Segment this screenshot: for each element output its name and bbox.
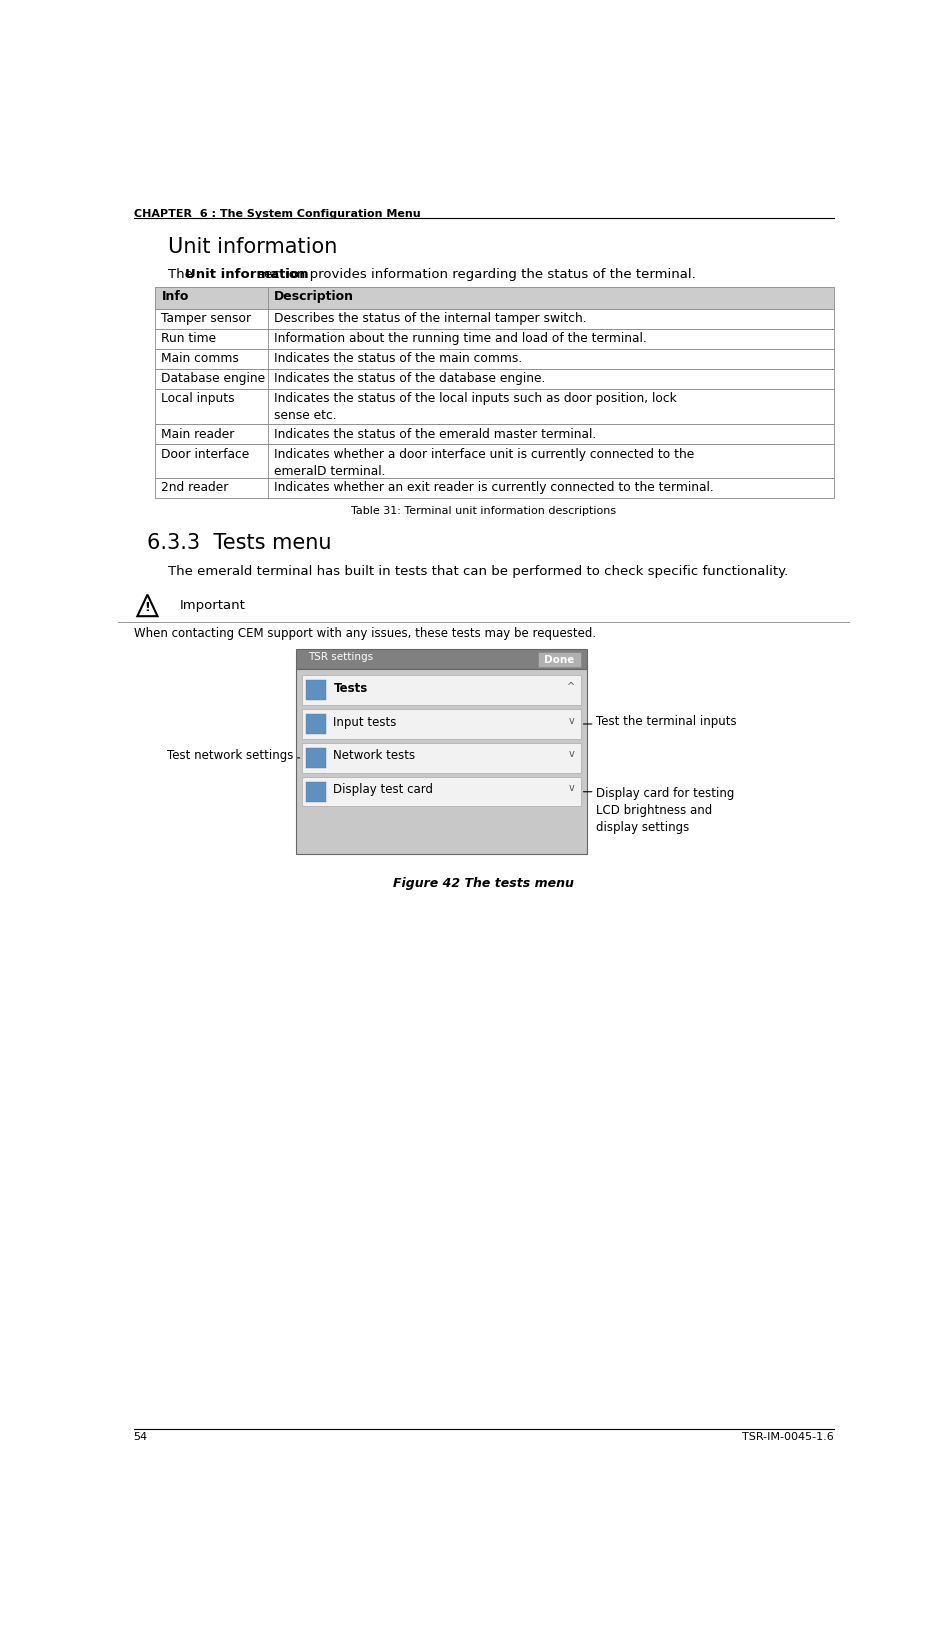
Text: v: v <box>568 783 574 793</box>
Text: Important: Important <box>180 600 245 613</box>
Text: section provides information regarding the status of the terminal.: section provides information regarding t… <box>253 268 696 281</box>
Bar <box>306 748 326 769</box>
Bar <box>155 445 834 478</box>
Bar <box>155 369 834 388</box>
Text: 2nd reader: 2nd reader <box>161 481 228 494</box>
Text: TSR-IM-0045-1.6: TSR-IM-0045-1.6 <box>742 1432 834 1443</box>
Text: v: v <box>568 749 574 759</box>
Text: Test network settings: Test network settings <box>167 749 294 762</box>
Bar <box>302 676 581 705</box>
Text: !: ! <box>144 601 150 614</box>
Text: Local inputs: Local inputs <box>161 392 235 405</box>
Bar <box>155 349 834 369</box>
Text: Done: Done <box>544 655 575 665</box>
Text: Description: Description <box>274 291 354 304</box>
Text: 54: 54 <box>133 1432 147 1443</box>
Bar <box>155 328 834 349</box>
Text: Indicates the status of the emerald master terminal.: Indicates the status of the emerald mast… <box>274 427 596 440</box>
Bar <box>302 710 581 739</box>
Text: Display card for testing
LCD brightness and
display settings: Display card for testing LCD brightness … <box>597 786 734 834</box>
Text: Test the terminal inputs: Test the terminal inputs <box>597 715 737 728</box>
Text: Main reader: Main reader <box>161 427 235 440</box>
Text: Information about the running time and load of the terminal.: Information about the running time and l… <box>274 332 647 344</box>
Bar <box>306 681 326 700</box>
Text: Main comms: Main comms <box>161 353 239 366</box>
Text: Tests: Tests <box>333 681 368 694</box>
Bar <box>296 670 587 855</box>
Bar <box>306 782 326 801</box>
Text: Door interface: Door interface <box>161 447 249 460</box>
Text: Network tests: Network tests <box>333 749 415 762</box>
Text: The emerald terminal has built in tests that can be performed to check specific : The emerald terminal has built in tests … <box>168 566 788 578</box>
Text: Unit information: Unit information <box>185 268 309 281</box>
Text: v: v <box>568 715 574 725</box>
Text: Input tests: Input tests <box>333 715 396 728</box>
Text: Indicates the status of the local inputs such as door position, lock
sense etc.: Indicates the status of the local inputs… <box>274 392 677 422</box>
Bar <box>155 478 834 499</box>
Text: Tamper sensor: Tamper sensor <box>161 312 251 325</box>
Bar <box>302 777 581 806</box>
Text: 6.3.3  Tests menu: 6.3.3 Tests menu <box>147 533 332 552</box>
Text: CHAPTER  6 : The System Configuration Menu: CHAPTER 6 : The System Configuration Men… <box>133 210 420 219</box>
Text: Run time: Run time <box>161 332 216 344</box>
Bar <box>155 288 834 309</box>
Text: Indicates the status of the main comms.: Indicates the status of the main comms. <box>274 353 522 366</box>
Bar <box>155 424 834 445</box>
Text: Figure 42 The tests menu: Figure 42 The tests menu <box>394 878 574 891</box>
Text: Indicates whether a door interface unit is currently connected to the
emeralD te: Indicates whether a door interface unit … <box>274 447 694 478</box>
Bar <box>306 713 326 734</box>
Text: Indicates the status of the database engine.: Indicates the status of the database eng… <box>274 372 545 385</box>
Text: Database engine: Database engine <box>161 372 265 385</box>
Bar <box>302 743 581 772</box>
Polygon shape <box>138 595 158 616</box>
Text: The: The <box>168 268 197 281</box>
Text: When contacting CEM support with any issues, these tests may be requested.: When contacting CEM support with any iss… <box>133 627 596 640</box>
Bar <box>296 648 587 669</box>
Bar <box>155 309 834 328</box>
Text: Describes the status of the internal tamper switch.: Describes the status of the internal tam… <box>274 312 586 325</box>
Text: Table 31: Terminal unit information descriptions: Table 31: Terminal unit information desc… <box>351 505 616 517</box>
Bar <box>538 652 581 666</box>
Text: Unit information: Unit information <box>168 237 338 257</box>
Text: ^: ^ <box>567 681 576 692</box>
Text: Info: Info <box>161 291 189 304</box>
Bar <box>155 388 834 424</box>
Text: TSR settings: TSR settings <box>308 652 373 663</box>
Text: Display test card: Display test card <box>333 783 433 796</box>
Text: Indicates whether an exit reader is currently connected to the terminal.: Indicates whether an exit reader is curr… <box>274 481 714 494</box>
